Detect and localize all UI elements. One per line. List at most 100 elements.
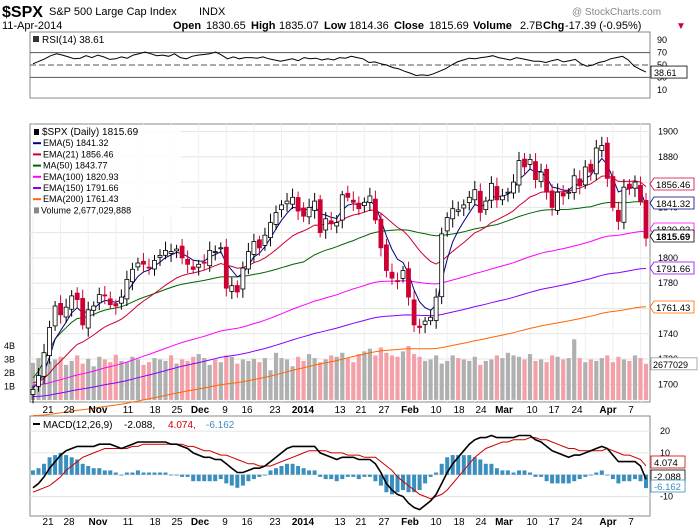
- macd-line: [32, 434, 647, 511]
- candle-body: [223, 246, 229, 289]
- low-label: Low: [324, 20, 346, 32]
- volume-bar: [577, 358, 582, 400]
- legend-entry: EMA(200) 1761.43: [43, 194, 119, 204]
- volume-bar: [58, 356, 63, 400]
- rsi-legend-swatch: [33, 36, 39, 42]
- macd-histogram-bar: [334, 474, 339, 482]
- candle-body: [279, 204, 284, 211]
- macd-histogram-bar: [356, 474, 361, 480]
- candle-body: [63, 306, 69, 318]
- candle-body: [627, 183, 632, 189]
- price-x-tick-label: 10: [430, 405, 442, 416]
- macd-histogram-bar: [174, 474, 179, 476]
- candle-body: [593, 147, 599, 175]
- candle-body: [268, 222, 273, 239]
- macd-histogram-bar: [351, 474, 356, 477]
- volume-bar: [279, 358, 284, 400]
- volume-bar: [550, 355, 555, 400]
- macd-x-tick-label: 10: [430, 517, 442, 528]
- macd-x-tick-label: 23: [269, 517, 281, 528]
- candle-body: [616, 209, 621, 222]
- candle-body: [450, 208, 456, 220]
- candle-body: [632, 181, 638, 189]
- candle-body: [439, 233, 445, 298]
- candle-body: [610, 176, 616, 208]
- price-flag-box: [649, 229, 695, 243]
- macd-x-tick-label: 18: [149, 517, 161, 528]
- candle-body: [538, 171, 544, 183]
- macd-histogram-bar: [58, 452, 63, 475]
- macd-histogram-bar: [517, 470, 521, 475]
- price-x-tick-label: Apr: [599, 405, 616, 416]
- price-x-tick-label: 23: [269, 405, 281, 416]
- ema100-line: [32, 231, 646, 386]
- macd-flag-label: 4.074: [654, 458, 678, 469]
- volume-value: 2.7B: [520, 20, 543, 32]
- candle-body: [367, 195, 373, 203]
- candle-body: [163, 249, 168, 256]
- candle-body: [190, 266, 196, 270]
- macd-histogram-bar: [500, 470, 505, 475]
- volume-bar: [400, 351, 406, 400]
- candle-body: [356, 202, 362, 210]
- macd-histogram-bar: [633, 474, 637, 480]
- macd-histogram-bar: [185, 474, 190, 477]
- macd-histogram-bar: [428, 474, 433, 477]
- macd-x-tick-label: 28: [63, 517, 75, 528]
- volume-bar: [202, 358, 207, 400]
- macd-histogram-bar: [533, 474, 538, 477]
- macd-histogram-bar: [102, 470, 107, 475]
- volume-bar: [561, 359, 566, 400]
- macd-histogram-bar: [108, 470, 113, 475]
- volume-bar: [472, 356, 477, 400]
- macd-title-signal: 4.074,: [168, 420, 196, 431]
- rsi-line: [32, 51, 647, 77]
- volume-bar: [213, 359, 218, 400]
- macd-histogram-bar: [434, 472, 439, 475]
- volume-bar: [196, 354, 201, 400]
- candle-body: [383, 244, 389, 271]
- price-tick-label: 1800: [658, 253, 678, 263]
- macd-histogram-bar: [36, 468, 41, 475]
- candle-body: [102, 294, 108, 297]
- volume-bar: [86, 358, 91, 400]
- candle-body: [400, 270, 406, 279]
- candle-body: [245, 251, 251, 270]
- macd-histogram-bar: [147, 472, 151, 475]
- macd-histogram-bar: [395, 474, 400, 493]
- volume-bar: [323, 359, 328, 400]
- price-panel: 1900188018601840182018001780176017401720…: [4, 124, 698, 416]
- macd-histogram-bar: [119, 474, 124, 476]
- volume-bar: [191, 356, 196, 400]
- price-x-tick-label: Nov: [89, 405, 108, 416]
- candle-body: [36, 375, 41, 387]
- macd-histogram-bar: [42, 463, 46, 475]
- volume-bar: [583, 362, 588, 400]
- candle-body: [91, 305, 97, 311]
- candle-body: [499, 195, 505, 201]
- down-arrow-icon: ▼: [676, 21, 686, 32]
- price-x-tick-label: 13: [334, 405, 346, 416]
- volume-bar: [312, 358, 317, 400]
- macd-title-macd: -2.088,: [124, 420, 155, 431]
- exchange-label: INDX: [199, 6, 226, 18]
- candle-body: [560, 192, 566, 197]
- macd-histogram-bar: [135, 470, 140, 475]
- candle-body: [96, 294, 102, 304]
- volume-bar: [439, 363, 444, 401]
- macd-x-tick-label: 21: [355, 517, 367, 528]
- macd-panel-frame: [29, 415, 651, 517]
- macd-histogram-bar: [218, 474, 223, 480]
- macd-x-tick-label: 9: [222, 517, 228, 528]
- candle-body: [582, 166, 588, 186]
- macd-histogram-bar: [461, 455, 466, 475]
- macd-histogram-bar: [467, 455, 472, 475]
- candle-body: [466, 196, 472, 204]
- candle-body: [604, 142, 610, 179]
- volume-bar: [218, 362, 223, 400]
- macd-histogram-bar: [494, 468, 499, 475]
- candle-body: [372, 198, 378, 221]
- volume-bar: [47, 361, 52, 400]
- macd-flag-label: -2.088: [654, 472, 681, 483]
- candle-body: [58, 302, 63, 316]
